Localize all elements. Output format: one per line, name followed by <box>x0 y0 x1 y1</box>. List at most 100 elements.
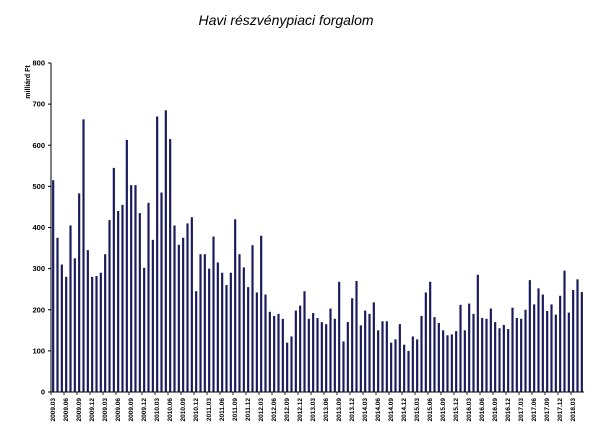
x-tick-label: 2013.06 <box>323 398 330 422</box>
bar <box>91 276 94 392</box>
bar <box>147 202 150 392</box>
bar <box>229 272 232 392</box>
bar <box>403 344 406 392</box>
x-tick-label: 2011.09 <box>232 398 239 422</box>
x-tick-label: 2018.03 <box>570 398 577 422</box>
bar <box>69 225 72 392</box>
bar <box>104 254 107 392</box>
bar <box>325 324 328 392</box>
bar <box>78 193 81 392</box>
bar <box>307 318 310 392</box>
bar <box>125 139 128 392</box>
y-tick-label: 500 <box>32 182 45 191</box>
x-tick-label: 2010.12 <box>193 398 200 422</box>
bar <box>355 280 358 392</box>
bar <box>329 308 332 392</box>
x-tick-label: 2016.06 <box>479 398 486 422</box>
bar <box>320 322 323 392</box>
bar <box>559 295 562 392</box>
bar <box>151 239 154 392</box>
bar <box>489 308 492 392</box>
bar <box>429 281 432 392</box>
bar <box>234 219 237 392</box>
bar <box>398 324 401 392</box>
bar <box>225 285 228 392</box>
x-tick-label: 2010.06 <box>167 398 174 422</box>
x-tick-label: 2015.12 <box>453 398 460 422</box>
bar <box>424 292 427 392</box>
bar <box>390 342 393 392</box>
bar <box>420 315 423 392</box>
bar <box>533 304 536 392</box>
y-tick-label: 300 <box>32 264 45 273</box>
bar <box>186 223 189 392</box>
bar <box>52 180 55 392</box>
bar <box>463 330 466 392</box>
y-ticks-group: 0 100 200 300 400 500 600 700 800 <box>32 59 51 397</box>
bar <box>359 325 362 392</box>
bar <box>442 330 445 392</box>
bar <box>268 311 271 392</box>
bar <box>195 291 198 392</box>
bar <box>260 235 263 392</box>
x-ticks-group: 2009.03 2009.06 2009.09 2009.12 2009.03 2009.… <box>50 392 577 422</box>
x-tick-label: 2013.12 <box>349 398 356 422</box>
bar <box>143 267 146 392</box>
bar <box>108 220 111 392</box>
bar <box>368 313 371 392</box>
bar <box>221 272 224 392</box>
x-tick-label: 2017.06 <box>531 398 538 422</box>
x-tick-label: 2015.03 <box>414 398 421 422</box>
bar <box>99 272 102 392</box>
bar <box>277 313 280 392</box>
x-tick-label: 2010.03 <box>154 398 161 422</box>
y-tick-label: 600 <box>32 141 45 150</box>
x-tick-label: 2010.09 <box>180 398 187 422</box>
bar <box>121 204 124 392</box>
bar <box>407 350 410 393</box>
chart-title: Havi részvénypiaci forgalom <box>198 12 373 28</box>
bar <box>364 310 367 392</box>
bar <box>203 254 206 392</box>
bar <box>316 317 319 392</box>
bar <box>372 302 375 392</box>
bar <box>446 335 449 392</box>
bar <box>312 313 315 392</box>
bar <box>208 268 211 393</box>
x-tick-label: 2012.06 <box>271 398 278 422</box>
bar <box>394 339 397 392</box>
x-tick-label: 2017.09 <box>544 398 551 422</box>
bar <box>385 321 388 392</box>
bar <box>177 244 180 392</box>
bar <box>381 321 384 392</box>
bar <box>60 264 63 392</box>
x-tick-label: 2009.03 <box>102 398 109 422</box>
y-tick-label: 200 <box>32 305 45 314</box>
bar <box>286 342 289 392</box>
bar <box>351 298 354 392</box>
bar <box>576 279 579 392</box>
bar <box>377 330 380 392</box>
x-tick-label: 2012.12 <box>297 398 304 422</box>
bar <box>437 322 440 392</box>
x-tick-label: 2009.12 <box>89 398 96 422</box>
bar <box>507 329 510 392</box>
x-tick-label: 2017.03 <box>518 398 525 422</box>
bar <box>554 314 557 392</box>
x-tick-label: 2009.09 <box>76 398 83 422</box>
bar <box>73 258 76 392</box>
x-tick-label: 2011.06 <box>219 398 226 422</box>
bar <box>212 236 215 392</box>
y-axis-label: milliárd Ft <box>25 65 32 99</box>
bar <box>416 339 419 392</box>
bar <box>524 309 527 392</box>
bar <box>247 287 250 392</box>
bar <box>255 292 258 392</box>
bar <box>485 318 488 392</box>
bars-group <box>52 110 583 393</box>
bar <box>130 185 133 392</box>
bar <box>82 119 85 392</box>
bar <box>117 211 120 392</box>
bar <box>138 213 141 392</box>
